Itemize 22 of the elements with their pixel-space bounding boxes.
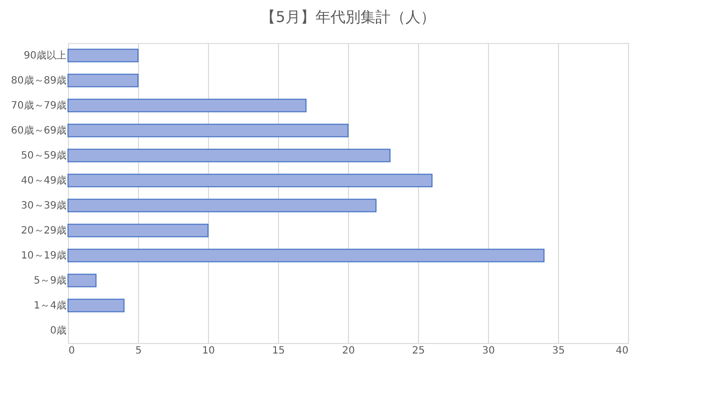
y-tick-label: 0歳: [50, 324, 66, 336]
y-tick-label: 70歳～79歳: [11, 100, 66, 112]
y-tick-label: 20～29歳: [21, 224, 66, 236]
x-tick-label: 15: [272, 346, 285, 356]
y-tick-label: 10～19歳: [21, 250, 66, 262]
x-tick-label: 5: [135, 346, 142, 356]
x-tick-label: 10: [202, 346, 215, 356]
y-tick-label: 30～39歳: [21, 200, 66, 212]
chart-title: 【5月】年代別集計（人）: [260, 8, 436, 26]
x-tick-label: 20: [342, 346, 355, 356]
x-tick-label: 30: [482, 346, 495, 356]
y-tick-label: 90歳以上: [24, 50, 66, 62]
x-tick-label: 25: [412, 346, 425, 356]
y-tick-label: 80歳～89歳: [11, 74, 66, 86]
x-tick-label: 35: [552, 346, 565, 356]
y-tick-label: 1～4歳: [34, 300, 66, 312]
y-tick-label: 60歳～69歳: [11, 124, 66, 136]
y-tick-label: 5～9歳: [34, 274, 66, 286]
y-tick-label: 50～59歳: [21, 150, 66, 162]
y-tick-label: 40～49歳: [21, 174, 66, 186]
x-tick-label: 40: [616, 346, 628, 356]
x-tick-label: 0: [68, 346, 75, 356]
